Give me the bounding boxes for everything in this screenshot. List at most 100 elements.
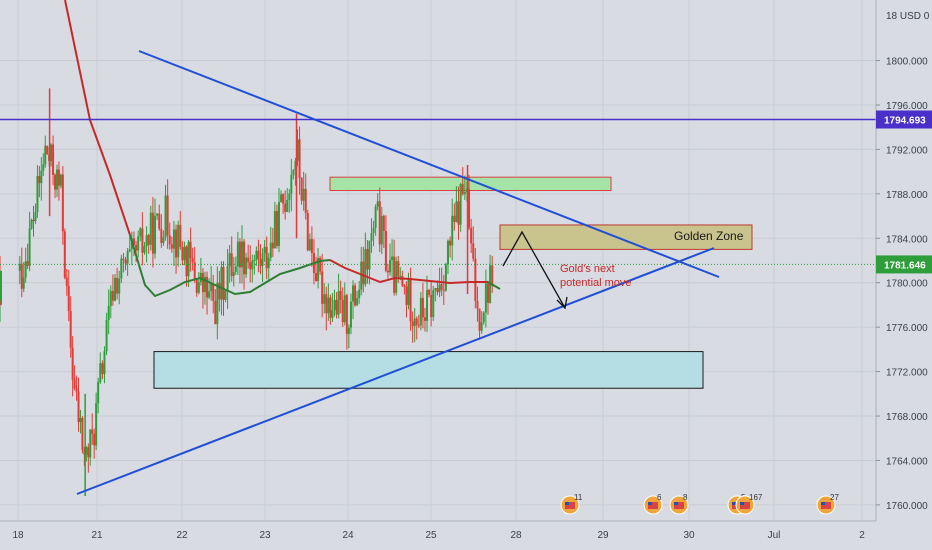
- price-tick-label: 1780.000: [886, 279, 928, 290]
- candle-body: [319, 257, 322, 272]
- candle-body: [132, 238, 135, 245]
- candle-body: [261, 253, 264, 266]
- time-tick-label: Jul: [768, 530, 781, 541]
- candle-body: [111, 290, 114, 301]
- candle-body: [434, 288, 437, 291]
- candle-body: [137, 236, 140, 251]
- candle-body: [28, 228, 31, 266]
- candle-body: [273, 210, 276, 249]
- candle-body: [271, 242, 274, 249]
- candle-body: [263, 246, 266, 254]
- candle-body: [321, 271, 324, 304]
- candle-body: [30, 219, 33, 229]
- candle-body: [77, 391, 80, 423]
- candle-body: [341, 299, 344, 323]
- current-price-label: 1781.646: [876, 255, 932, 274]
- candle-body: [120, 258, 123, 279]
- candle-body: [440, 284, 443, 290]
- candle-body: [52, 144, 55, 175]
- time-tick-label: 2: [859, 530, 865, 541]
- candle-body: [282, 194, 285, 204]
- candle-body: [175, 229, 178, 258]
- candle-body: [407, 278, 410, 305]
- candle-body: [71, 347, 74, 380]
- candle-body: [59, 174, 62, 186]
- ma-segment-rising-2: [487, 281, 501, 290]
- candle-body: [343, 295, 346, 323]
- candle-body: [232, 271, 235, 277]
- candle-body: [349, 301, 352, 328]
- candle-body: [97, 381, 100, 404]
- candle-body: [185, 246, 188, 277]
- candle-body: [296, 139, 299, 161]
- candle-body: [216, 282, 219, 325]
- flag-stripes: [674, 502, 684, 509]
- price-tick-label: 1792.000: [886, 145, 928, 156]
- candle-body: [83, 449, 86, 455]
- candle-body: [315, 273, 318, 281]
- candle-body: [0, 287, 2, 305]
- next-move-label-2: potential move: [560, 277, 632, 289]
- candle-body: [294, 160, 297, 171]
- candle-body: [360, 261, 363, 290]
- candle-body: [436, 288, 439, 293]
- zone-golden: [499, 224, 753, 250]
- candle-body: [457, 201, 460, 225]
- candle-body: [356, 298, 359, 306]
- resistance-price-label-bg: [876, 110, 932, 129]
- candle-body: [170, 244, 173, 249]
- candle-body: [87, 447, 90, 458]
- candle-body: [243, 241, 246, 275]
- candle-body: [368, 240, 371, 270]
- candle-body: [259, 258, 262, 266]
- candle-body: [255, 250, 258, 261]
- price-tick-label: 1800.000: [886, 57, 928, 68]
- event-count: 27: [830, 493, 839, 502]
- price-tick-label: 1784.000: [886, 234, 928, 245]
- candle-body: [79, 418, 82, 423]
- candle-body: [191, 258, 194, 263]
- candle-body: [107, 306, 110, 320]
- candle-body: [151, 212, 154, 254]
- candle-body: [18, 263, 21, 271]
- candle-body: [378, 201, 381, 245]
- candle-body: [183, 246, 186, 261]
- time-tick-label: 18: [12, 530, 24, 541]
- flag-stripes: [740, 502, 750, 509]
- candle-body: [34, 212, 37, 222]
- event-count: 8: [683, 493, 688, 502]
- candle-body: [380, 216, 383, 245]
- candle-body: [364, 249, 367, 285]
- flag-stripes: [821, 502, 831, 509]
- candle-body: [298, 139, 301, 179]
- candle-body: [193, 262, 196, 280]
- candle-body: [93, 433, 96, 446]
- candle-body: [116, 277, 119, 294]
- candle-body: [95, 403, 98, 446]
- candle-body: [85, 447, 88, 455]
- candle-body: [451, 215, 454, 246]
- candle-body: [69, 310, 72, 348]
- candle-body: [24, 261, 27, 278]
- candle-body: [446, 240, 449, 265]
- candle-body: [317, 257, 320, 281]
- candle-body: [103, 351, 106, 375]
- candle-body: [63, 231, 66, 278]
- flag-canton: [674, 502, 678, 505]
- candle-body: [81, 418, 84, 450]
- candle-body: [54, 174, 57, 190]
- candle-body: [0, 282, 2, 295]
- time-tick-label: 24: [342, 530, 354, 541]
- price-tick-label: 1788.000: [886, 190, 928, 201]
- candle-body: [91, 429, 94, 434]
- time-axis: 18 21 22 23 24 25 28 29 30 Jul 2: [0, 520, 932, 550]
- candle-body: [206, 276, 209, 298]
- candle-body: [453, 215, 456, 223]
- candle-body: [89, 429, 92, 458]
- candle-body: [154, 215, 157, 254]
- price-tick-label: 1764.000: [886, 456, 928, 467]
- candle-body: [40, 170, 43, 184]
- flag-canton: [565, 502, 569, 505]
